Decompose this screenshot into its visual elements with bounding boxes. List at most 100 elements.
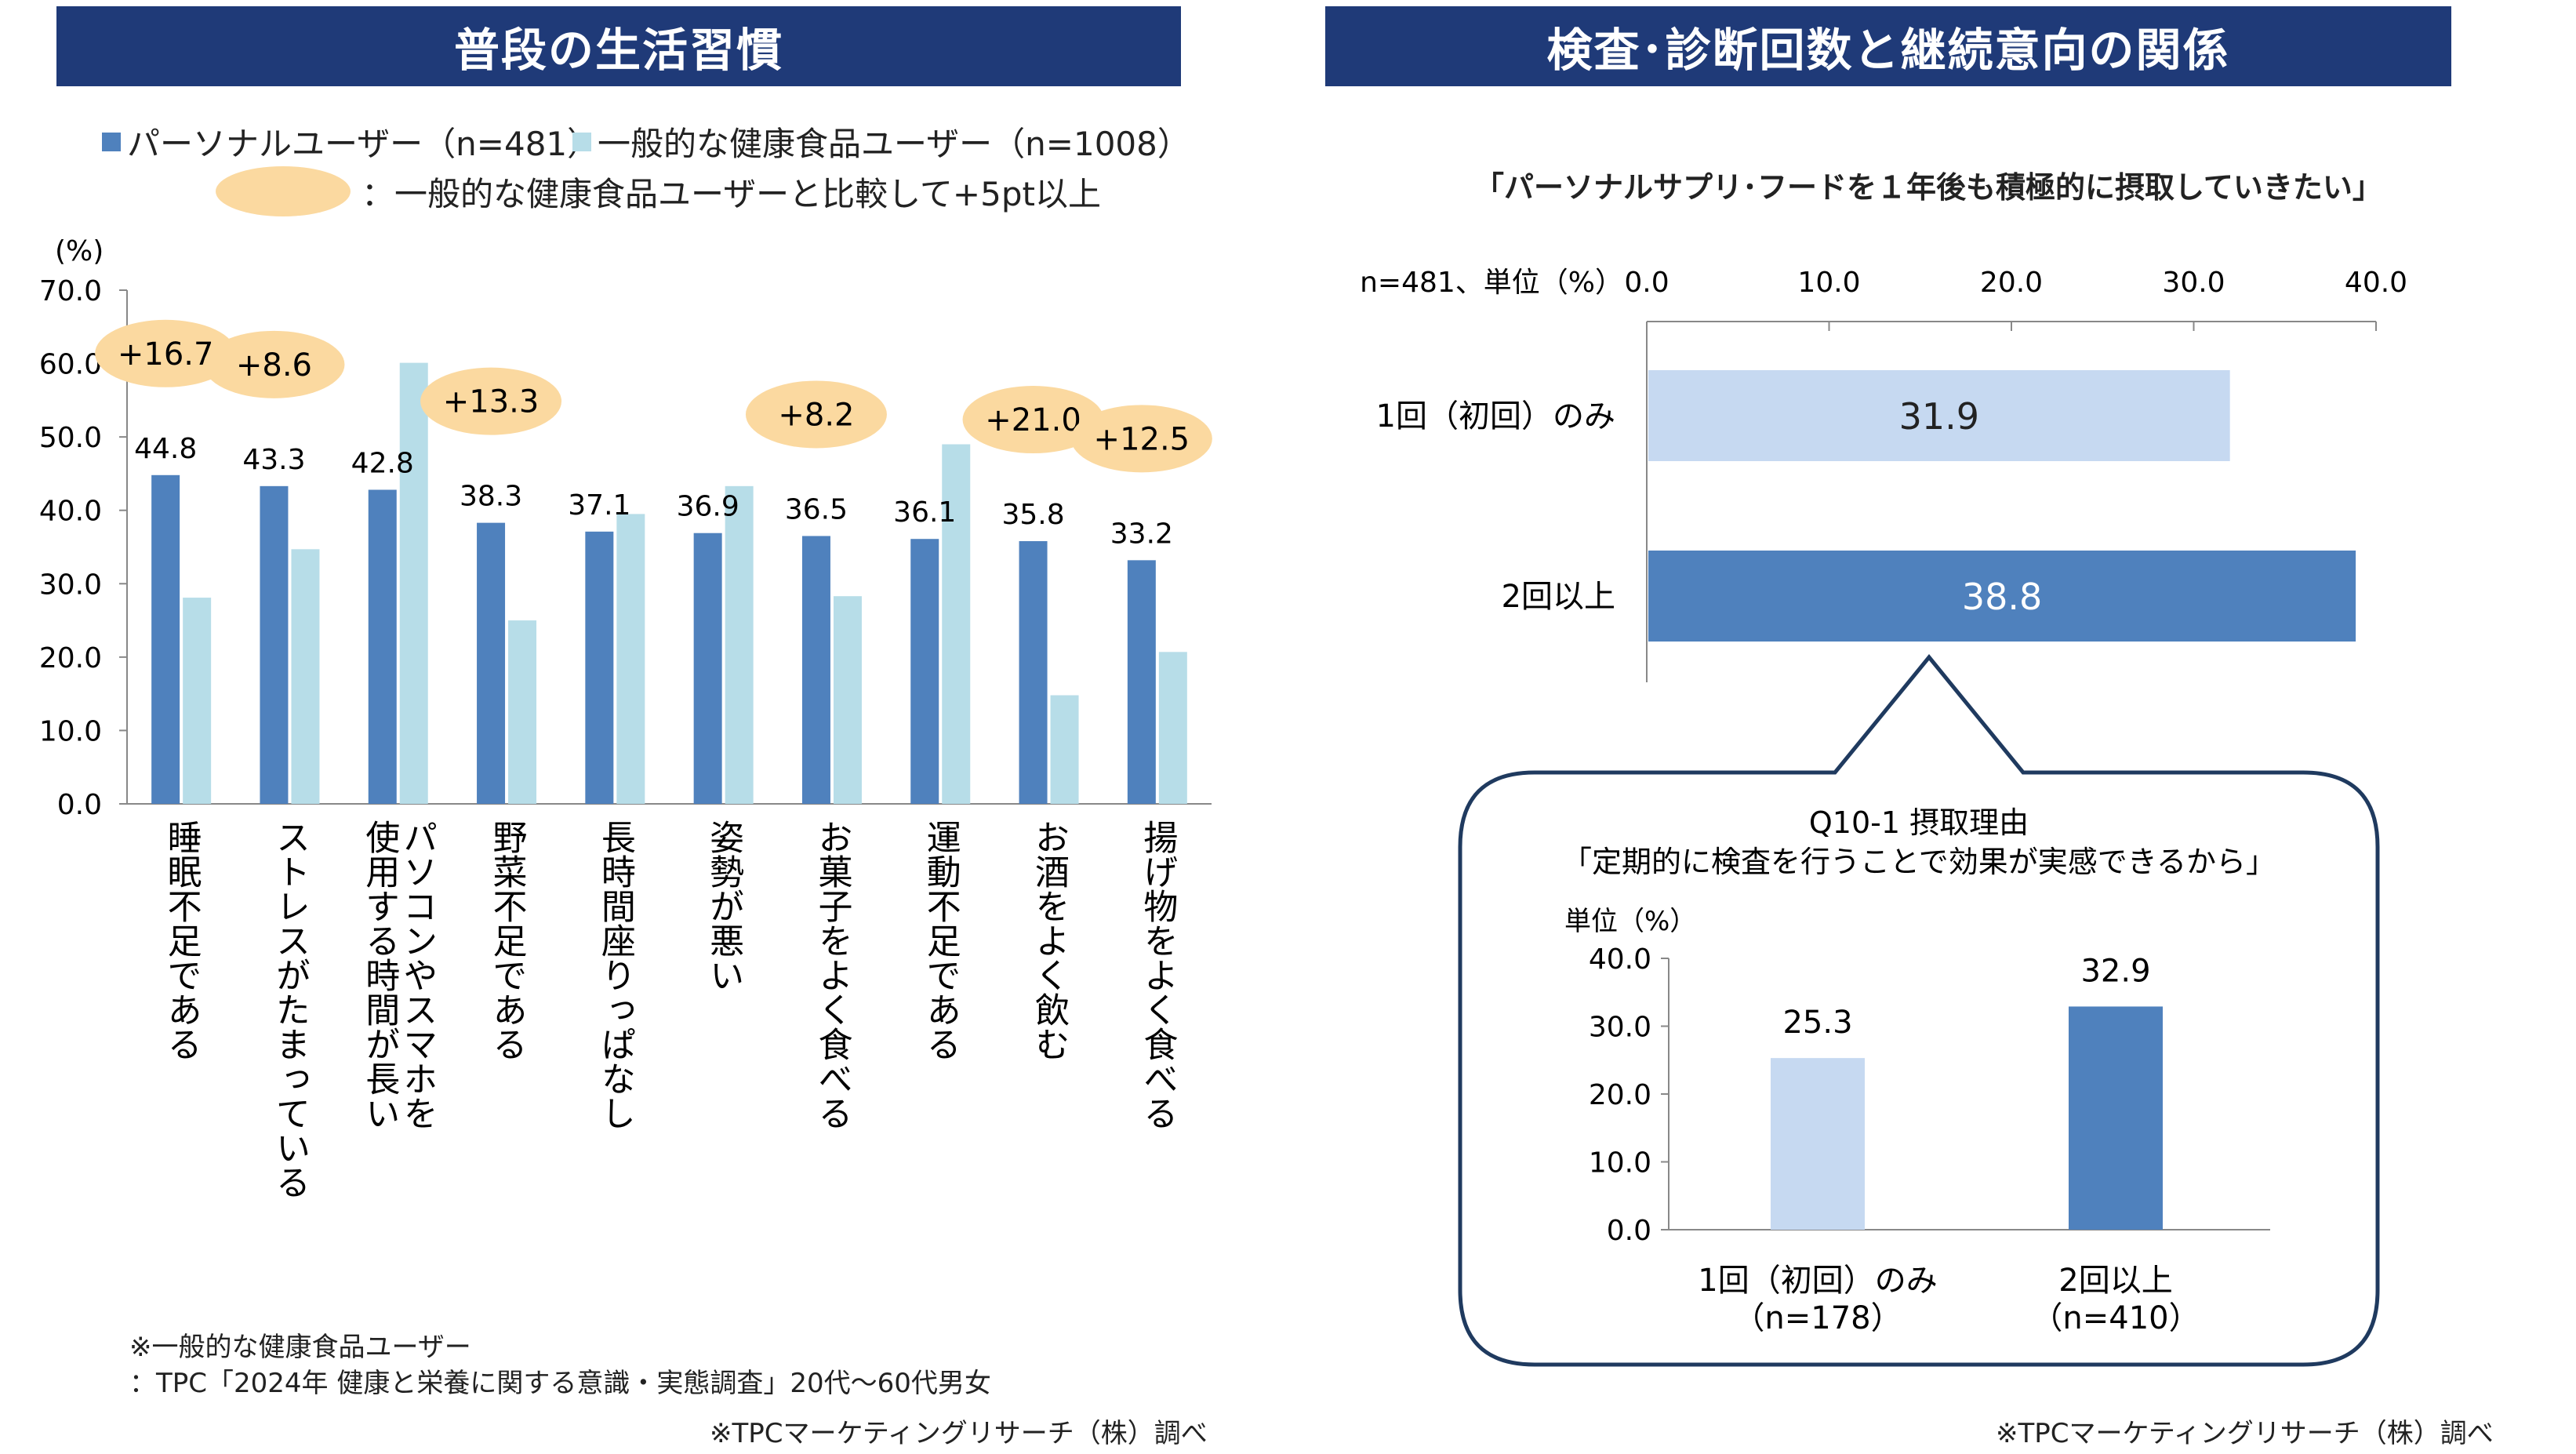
vbar-y-tick-label: 20.0 (1589, 1079, 1651, 1111)
left-unit-label: (%) (55, 235, 104, 267)
category-label: 使用する時間が長い (359, 820, 400, 1130)
vbar-bar (1771, 1058, 1865, 1230)
bar-value-label: 33.2 (1110, 518, 1173, 550)
hbar-category-label: 2回以上 (1502, 579, 1615, 615)
bar-series1 (585, 531, 614, 804)
vbar-value-label: 25.3 (1782, 1005, 1852, 1041)
bar-series2 (1158, 652, 1187, 804)
vbar-y-tick-label: 30.0 (1589, 1012, 1651, 1044)
difference-highlight (1070, 405, 1212, 473)
difference-label: +13.3 (443, 384, 540, 420)
vbar-value-label: 32.9 (2080, 953, 2150, 989)
category-label: 運動不足である (921, 820, 961, 1061)
hbar-x-tick-label: 10.0 (1797, 267, 1860, 299)
bar-value-label: 44.8 (134, 433, 197, 465)
difference-highlight (745, 380, 887, 449)
bar-series2 (1050, 695, 1079, 804)
bar-series2 (291, 549, 320, 804)
bar-series1 (1127, 560, 1156, 804)
left-note2: ：TPC「2024年 健康と栄養に関する意識・実態調査」20代～60代男女 (129, 1368, 991, 1399)
vbar-category-sublabel: （n=178） (1733, 1300, 1902, 1336)
left-y-tick-label: 70.0 (39, 275, 102, 307)
vbar-bar (2069, 1006, 2163, 1230)
legend-label-series1: パーソナルユーザー（n=481） (127, 125, 601, 163)
bar-series2 (833, 596, 862, 804)
bar-value-label: 36.1 (893, 496, 956, 529)
category-label: ストレスがたまっている (270, 820, 310, 1199)
difference-highlight (962, 386, 1104, 454)
bar-series1 (693, 533, 722, 804)
vbar-y-tick-label: 0.0 (1607, 1215, 1651, 1247)
hbar-x-tick-label: 40.0 (2345, 267, 2407, 299)
vbar-category-label: 2回以上 (2058, 1263, 2172, 1299)
difference-highlight (203, 330, 345, 398)
legend-swatch-series1 (102, 132, 121, 151)
bar-series2 (183, 598, 212, 804)
bar-value-label: 42.8 (351, 448, 414, 480)
hbar-x-tick-label: 30.0 (2162, 267, 2225, 299)
callout-subtitle: 「定期的に検査を行うことで効果が実感できるから」 (1562, 845, 2276, 879)
bar-series1 (368, 489, 397, 804)
bar-series1 (151, 474, 180, 804)
legend-highlight-label: ：一般的な健康食品ユーザーと比較して+5pt以上 (362, 174, 1101, 213)
difference-label: +8.2 (778, 397, 854, 433)
legend-swatch-series2 (572, 132, 591, 151)
bar-series1 (260, 485, 289, 804)
hbar-category-label: 1回（初回）のみ (1376, 398, 1615, 434)
left-credit: ※TPCマーケティングリサーチ（株）調べ (710, 1418, 1208, 1449)
right-credit: ※TPCマーケティングリサーチ（株）調べ (1996, 1418, 2494, 1449)
difference-label: +21.0 (985, 402, 1081, 438)
callout-unit: 単位（%） (1564, 906, 1696, 937)
category-label: 睡眠不足である (162, 820, 202, 1061)
category-label: 揚げ物をよく食べる (1137, 820, 1177, 1130)
hbar-axis-caption: n=481、単位（%） (1360, 267, 1623, 299)
hbar-x-tick-label: 20.0 (1980, 267, 2043, 299)
bar-series1 (1019, 541, 1048, 804)
category-label: 長時間座りっぱなし (595, 820, 635, 1130)
left-y-tick-label: 0.0 (57, 789, 102, 821)
legend-series2: 一般的な健康食品ユーザー（n=1008） (572, 118, 1190, 165)
category-label: お酒をよく飲む (1029, 820, 1069, 1061)
difference-highlight (95, 319, 237, 387)
bar-series2 (399, 362, 428, 804)
left-y-tick-label: 20.0 (39, 642, 102, 674)
legend-highlight: ：一般的な健康食品ユーザーと比較して+5pt以上 (216, 166, 1101, 216)
category-label: お菓子をよく食べる (812, 820, 852, 1130)
vbar-category-label: 1回（初回）のみ (1698, 1263, 1937, 1299)
left-y-tick-label: 50.0 (39, 422, 102, 454)
left-y-tick-label: 60.0 (39, 349, 102, 381)
bar-series2 (616, 514, 645, 804)
right-subtitle: 「パーソナルサプリ･フードを１年後も積極的に摂取していきたい」 (1474, 170, 2382, 205)
bar-value-label: 35.8 (1001, 499, 1064, 531)
hbar-bar (1648, 370, 2230, 461)
bar-value-label: 36.5 (785, 493, 848, 525)
hbar-value-label: 31.9 (1899, 395, 1979, 438)
category-label: 野菜不足である (487, 820, 527, 1061)
bar-series2 (508, 620, 537, 804)
left-y-tick-label: 30.0 (39, 569, 102, 601)
bar-value-label: 36.9 (677, 491, 739, 523)
left-bar-chart: (%) 0.0 10.0 20.0 30.0 40.0 50.0 60.0 70.0 44.8 +1… (39, 235, 1212, 1199)
difference-label: +12.5 (1094, 421, 1190, 457)
left-note1: ※一般的な健康食品ユーザー (129, 1332, 471, 1363)
legend-highlight-ellipse (216, 166, 351, 216)
bar-value-label: 38.3 (460, 481, 522, 513)
bar-series2 (725, 485, 754, 804)
right-charts: n=481、単位（%） 0.0 10.0 20.0 30.0 40.0 31.9 1回（初回）… (1360, 267, 2407, 1367)
right-panel-title: 検査･診断回数と継続意向の関係 (1325, 6, 2451, 86)
difference-label: +16.7 (118, 336, 214, 373)
hbar-bar (1648, 551, 2356, 642)
vbar-y-tick-label: 40.0 (1589, 943, 1651, 976)
legend-label-series2: 一般的な健康食品ユーザー（n=1008） (598, 125, 1190, 163)
bar-series1 (477, 522, 506, 804)
bar-series1 (801, 536, 830, 804)
category-label: パソコンやスマホを (397, 820, 437, 1130)
vbar-category-sublabel: （n=410） (2031, 1300, 2200, 1336)
vbar-y-tick-label: 10.0 (1589, 1147, 1651, 1180)
difference-label: +8.6 (236, 347, 312, 383)
left-panel-title: 普段の生活習慣 (56, 6, 1181, 86)
bar-value-label: 43.3 (242, 444, 305, 476)
bar-value-label: 37.1 (568, 489, 630, 522)
hbar-value-label: 38.8 (1962, 576, 2042, 618)
bar-series1 (910, 539, 939, 804)
